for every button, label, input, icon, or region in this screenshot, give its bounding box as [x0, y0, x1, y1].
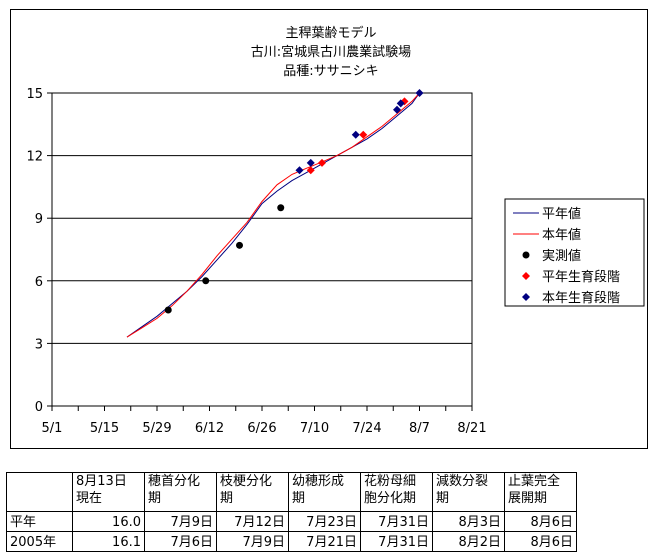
legend-label: 実測値: [542, 248, 581, 264]
x-tick-label: 8/21: [457, 421, 486, 436]
table-cell: 8月2日: [432, 531, 505, 552]
table-header-text: 止葉完全 展開期: [508, 474, 561, 506]
table-header-cell: 穂首分化 期: [144, 472, 217, 512]
leaf-age-chart: 主稈葉齢モデル 古川:宮城県古川農業試験場 品種:ササニシキ 0 3 6 9 12 15 5…: [26, 25, 645, 436]
x-tick-label: 7/24: [352, 421, 381, 436]
data-point: [295, 166, 304, 175]
data-point: [351, 130, 360, 139]
table-row-label: 2005年: [6, 531, 73, 552]
table-header-cell: 8月13日 現在: [72, 472, 145, 512]
data-point: [164, 306, 172, 314]
y-tick-label: 15: [26, 87, 43, 102]
table-cell: 7月23日: [288, 511, 361, 532]
table-cell: 8月6日: [504, 511, 577, 532]
chart-title-line: 品種:ササニシキ: [283, 63, 378, 79]
legend-label: 本年生育段階: [542, 290, 620, 306]
table-cell: 8月3日: [432, 511, 505, 532]
y-tick-label: 9: [35, 212, 43, 227]
legend-box: [504, 198, 645, 307]
table-header-cell: 減数分裂 期: [432, 472, 505, 512]
table-header-text: 8月13日 現在: [76, 474, 127, 506]
table-header-cell: [6, 472, 73, 512]
series: [126, 89, 424, 338]
data-point: [202, 277, 210, 285]
legend-label: 平年値: [542, 206, 581, 222]
x-tick-label: 6/12: [195, 421, 224, 436]
x-tick-label: 8/7: [409, 421, 430, 436]
data-point: [415, 89, 424, 97]
table-header-cell: 花粉母細 胞分化期: [360, 472, 433, 512]
table-header-cell: 幼穂形成 期: [288, 472, 361, 512]
table-cell: 7月21日: [288, 531, 361, 552]
table-cell: 16.1: [72, 531, 145, 552]
table-cell: 8月6日: [504, 531, 577, 552]
series-line: [126, 92, 420, 338]
y-tick-label: 6: [35, 275, 43, 290]
data-point: [306, 158, 315, 167]
table-row: 2005年 16.1 7月6日 7月9日 7月21日 7月31日 8月2日 8月6日: [6, 531, 577, 552]
data-point: [393, 105, 401, 114]
legend-label: 平年生育段階: [542, 269, 620, 285]
x-tick-label: 5/29: [142, 421, 171, 436]
y-tick-label: 3: [35, 337, 43, 352]
table-cell: 7月6日: [144, 531, 217, 552]
chart-title-line: 古川:宮城県古川農業試験場: [251, 44, 411, 60]
x-tick-label: 5/15: [90, 421, 119, 436]
data-point: [306, 166, 315, 175]
table-header-cell: 止葉完全 展開期: [504, 472, 577, 512]
table-cell: 7月31日: [360, 511, 433, 532]
y-tick-label: 12: [26, 150, 43, 165]
legend-label: 本年値: [542, 227, 581, 243]
table-header-text: 穂首分化 期: [148, 474, 201, 506]
table-header-text: 幼穂形成 期: [292, 474, 345, 506]
data-point: [359, 130, 368, 139]
legend-swatch: [522, 251, 530, 259]
table-header-cell: 枝梗分化 期: [216, 472, 289, 512]
data-point: [277, 204, 285, 212]
growth-stage-table: 8月13日 現在 穂首分化 期枝梗分化 期幼穂形成 期花粉母細 胞分化期 減数分裂 …: [6, 472, 577, 552]
table-cell: 7月9日: [216, 531, 289, 552]
data-point: [318, 158, 326, 167]
chart-title-line: 主稈葉齢モデル: [285, 25, 376, 41]
table-row: 平年 16.0 7月9日 7月12日 7月23日 7月31日 8月3日 8月6日: [6, 511, 577, 532]
gridlines: [51, 92, 473, 407]
x-tick-label: 7/10: [300, 421, 329, 436]
chart-title: 主稈葉齢モデル 古川:宮城県古川農業試験場 品種:ササニシキ: [251, 25, 411, 79]
series-line: [126, 92, 420, 338]
chart-frame: 主稈葉齢モデル 古川:宮城県古川農業試験場 品種:ササニシキ 0 3 6 9 12 15 5…: [10, 9, 648, 449]
x-tick-label: 5/1: [42, 421, 63, 436]
y-tick-label: 0: [35, 400, 43, 415]
table-row-label: 平年: [6, 511, 73, 532]
plot-area: [51, 92, 473, 407]
axes: 0 3 6 9 12 15 5/1 5/15 5/29 6/12 6/26 7/10 7/24 8/7 8/…: [26, 87, 486, 436]
table-cell: 16.0: [72, 511, 145, 532]
data-point: [236, 241, 243, 249]
x-tick-label: 6/26: [247, 421, 276, 436]
table-header-text: 枝梗分化 期: [220, 474, 273, 506]
table-header-row: 8月13日 現在 穂首分化 期枝梗分化 期幼穂形成 期花粉母細 胞分化期 減数分裂 …: [6, 472, 577, 512]
legend-swatch: [522, 293, 530, 301]
data-point: [396, 99, 405, 108]
table-header-text: 減数分裂 期: [436, 474, 489, 506]
table-cell: 7月9日: [144, 511, 217, 532]
table-cell: 7月31日: [360, 531, 433, 552]
table-cell: 7月12日: [216, 511, 289, 532]
legend-swatch: [522, 272, 530, 280]
table-header-text: 花粉母細 胞分化期: [364, 474, 417, 506]
